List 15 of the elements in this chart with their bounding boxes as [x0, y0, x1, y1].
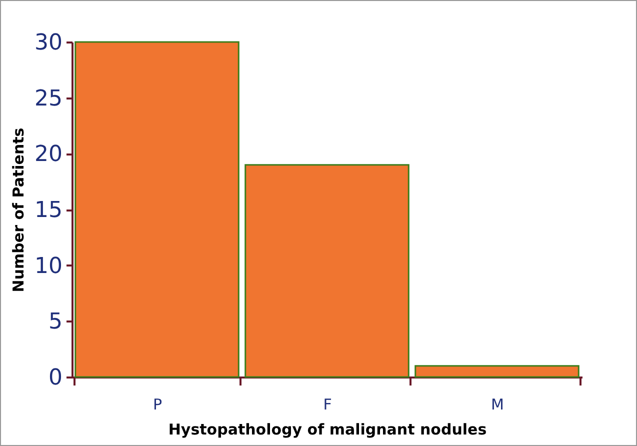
x-tick-label: M [491, 396, 504, 414]
bar [414, 365, 580, 378]
x-axis-title: Hystopathology of malignant nodules [168, 420, 487, 438]
y-tick-label: 20 [34, 142, 62, 168]
y-axis-title: Number of Patients [10, 128, 28, 292]
x-tick-label: F [323, 396, 332, 414]
y-tick-label: 25 [34, 86, 62, 112]
bar [74, 41, 240, 378]
x-tick-label: P [152, 396, 162, 414]
y-tick-label: 10 [34, 254, 62, 279]
y-tick-label: 30 [34, 30, 62, 56]
y-tick-label: 0 [48, 366, 62, 390]
y-tick-label: 15 [34, 198, 62, 223]
y-tick-label: 5 [48, 310, 62, 335]
bar [244, 164, 410, 378]
